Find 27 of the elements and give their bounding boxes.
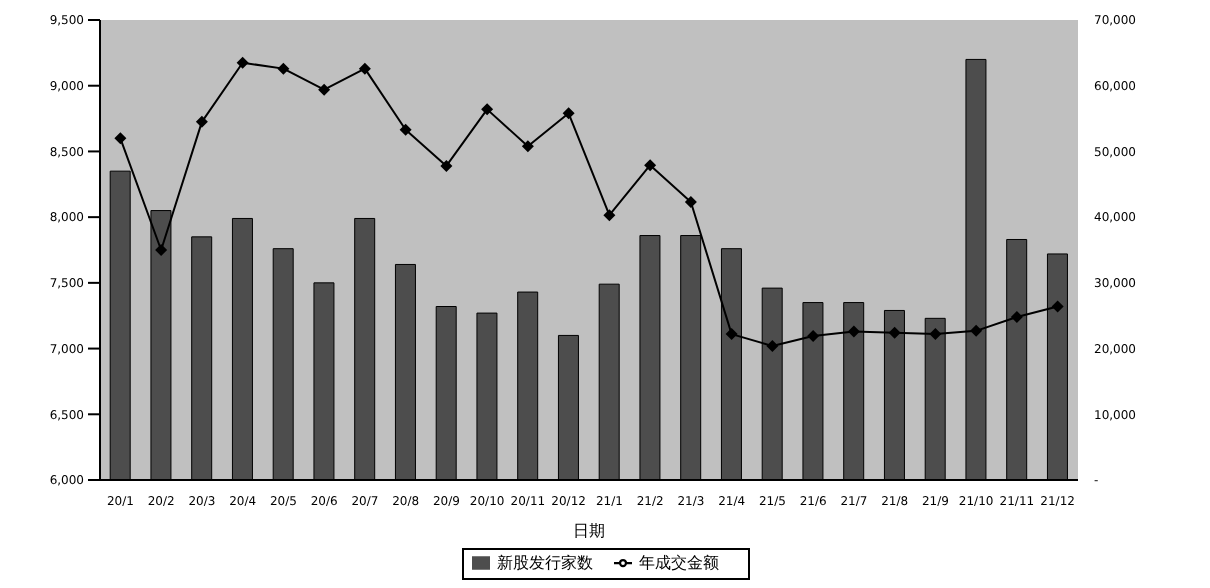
point <box>440 159 453 172</box>
point <box>277 62 290 75</box>
x-axis-title: 日期 <box>573 522 605 540</box>
point <box>929 328 942 341</box>
point <box>766 339 779 352</box>
point <box>318 83 331 96</box>
legend-label: 新股发行家数 <box>497 554 593 572</box>
point <box>888 326 901 339</box>
point <box>970 324 983 337</box>
point <box>399 123 412 136</box>
point <box>155 244 168 256</box>
point <box>236 56 249 69</box>
point <box>562 107 575 120</box>
point <box>684 196 697 209</box>
point <box>358 62 371 75</box>
point <box>1010 311 1023 324</box>
point <box>807 330 820 343</box>
point <box>481 103 494 116</box>
point <box>725 328 738 341</box>
point <box>847 325 860 338</box>
point <box>521 140 534 153</box>
point <box>195 115 208 128</box>
point <box>1051 300 1064 313</box>
legend-label: 年成交金额 <box>639 554 719 572</box>
point <box>603 209 616 222</box>
point <box>114 132 127 145</box>
point <box>644 159 657 172</box>
